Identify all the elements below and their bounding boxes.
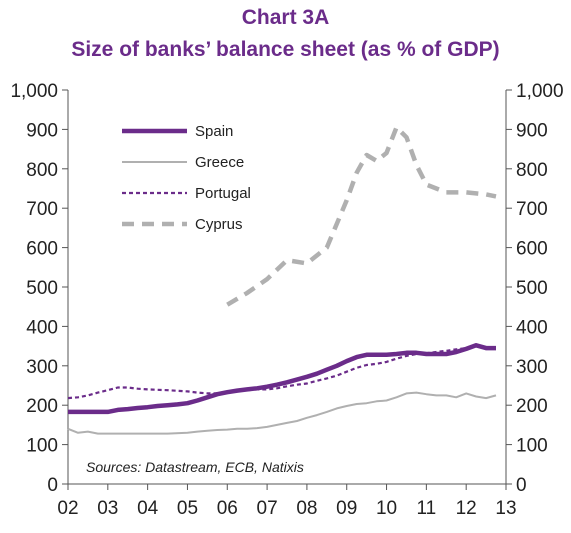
y-tick-label: 1,000: [516, 81, 564, 102]
y-tick-label: 700: [26, 199, 58, 220]
x-tick-label: 08: [296, 498, 317, 519]
y-tick-label: 200: [26, 396, 58, 417]
legend-label-greece: Greece: [195, 154, 244, 171]
chart-subtitle: Size of banks’ balance sheet (as % of GD…: [71, 38, 500, 61]
y-axis-left: 0 100 200 300 400 500 600 700 800 900 1,000: [10, 81, 68, 496]
y-tick-label: 0: [516, 475, 527, 496]
series-line-portugal: [67, 347, 467, 400]
x-tick-label: 13: [495, 498, 516, 519]
y-tick-label: 500: [516, 278, 548, 299]
y-tick-label: 100: [516, 436, 548, 457]
series-line-cyprus: [226, 125, 497, 307]
x-tick-label: 02: [57, 498, 78, 519]
y-tick-label: 300: [516, 357, 548, 378]
y-tick-label: 700: [516, 199, 548, 220]
legend: Spain Greece Portugal Cyprus: [122, 123, 251, 233]
legend-label-portugal: Portugal: [195, 185, 251, 202]
series-line-greece: [67, 391, 497, 435]
legend-label-cyprus: Cyprus: [195, 216, 243, 233]
series-lines: [67, 125, 497, 435]
x-axis: 02 03 04 05 06 07 08 09 10 11 12 13: [57, 484, 517, 519]
y-tick-label: 0: [47, 475, 58, 496]
x-tick-label: 05: [177, 498, 198, 519]
x-tick-label: 06: [217, 498, 238, 519]
y-axis-right: 0 100 200 300 400 500 600 700 800 900 1,000: [506, 81, 564, 496]
y-tick-label: 200: [516, 396, 548, 417]
y-tick-label: 400: [516, 317, 548, 338]
x-tick-label: 12: [456, 498, 477, 519]
y-tick-label: 600: [26, 239, 58, 260]
y-tick-label: 600: [516, 239, 548, 260]
series-line-spain: [68, 343, 496, 415]
y-tick-label: 300: [26, 357, 58, 378]
x-tick-label: 03: [97, 498, 118, 519]
plot-frame: [67, 90, 507, 485]
x-tick-label: 09: [336, 498, 357, 519]
x-tick-label: 11: [416, 498, 436, 519]
source-note: Sources: Datastream, ECB, Natixis: [86, 459, 304, 475]
y-tick-label: 500: [26, 278, 58, 299]
y-tick-label: 400: [26, 317, 58, 338]
y-tick-label: 100: [26, 436, 58, 457]
chart-title: Chart 3A: [241, 6, 330, 29]
y-tick-label: 900: [516, 120, 548, 141]
x-tick-label: 04: [137, 498, 159, 519]
x-tick-label: 10: [376, 498, 397, 519]
y-tick-label: 800: [516, 160, 548, 181]
y-tick-label: 900: [26, 120, 58, 141]
y-tick-label: 800: [26, 160, 58, 181]
x-tick-label: 07: [257, 498, 278, 519]
legend-label-spain: Spain: [195, 123, 233, 140]
y-tick-label: 1,000: [10, 81, 58, 102]
